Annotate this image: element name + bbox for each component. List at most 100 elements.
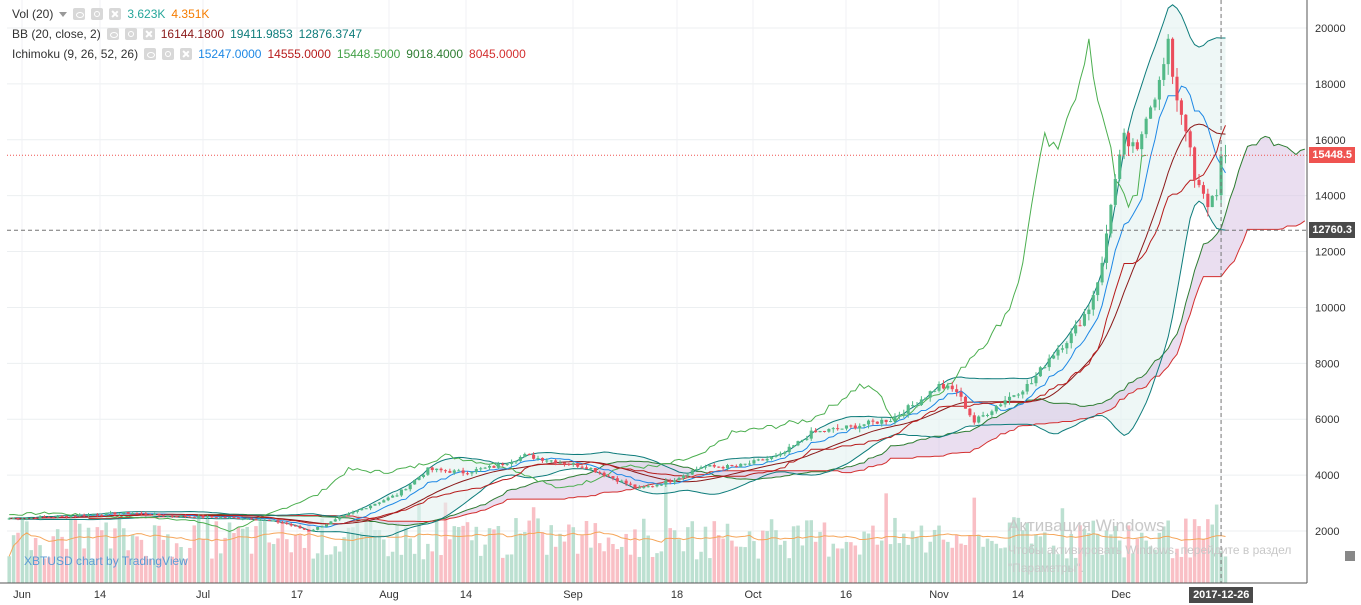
- candle-body: [298, 526, 302, 529]
- volume-bar: [721, 538, 725, 583]
- candle-body: [977, 416, 981, 423]
- candle-body: [1038, 367, 1042, 377]
- volume-bar: [1162, 526, 1166, 583]
- candle-body: [443, 470, 448, 472]
- candle-body: [915, 404, 919, 406]
- volume-bar: [998, 548, 1003, 583]
- candle-body: [100, 515, 104, 517]
- close-icon[interactable]: [180, 48, 193, 60]
- candle-body: [86, 514, 91, 516]
- volume-bar: [51, 536, 56, 583]
- gear-icon[interactable]: [124, 28, 137, 40]
- volume-bar: [527, 520, 531, 583]
- volume-bar: [307, 523, 311, 583]
- volume-bar: [642, 518, 646, 583]
- volume-bar: [928, 541, 932, 583]
- candle-body: [1047, 358, 1051, 368]
- volume-bar: [875, 544, 880, 583]
- candle-body: [12, 518, 16, 520]
- volume-bar: [523, 531, 527, 583]
- legend-ichimoku-lead-b: 8045.0000: [469, 47, 526, 61]
- candle-body: [1012, 395, 1016, 397]
- volume-bar: [148, 558, 152, 583]
- gear-icon[interactable]: [162, 48, 175, 60]
- candle-body: [426, 467, 430, 475]
- candle-body: [1162, 64, 1166, 80]
- candle-body: [1153, 99, 1157, 108]
- candle-body: [245, 518, 249, 520]
- candle-body: [391, 495, 395, 498]
- volume-bar: [857, 554, 862, 583]
- candle-body: [386, 497, 390, 501]
- volume-bar: [831, 543, 836, 583]
- volume-bar: [417, 500, 421, 583]
- candle-body: [82, 514, 86, 516]
- close-icon[interactable]: [142, 28, 155, 40]
- candle-body: [1188, 131, 1192, 148]
- volume-bar: [1104, 530, 1109, 583]
- volume-bar: [496, 526, 501, 583]
- candle-body: [228, 517, 232, 519]
- chevron-down-icon[interactable]: [59, 11, 68, 17]
- volume-bar: [813, 541, 818, 583]
- volume-bar: [47, 557, 51, 583]
- volume-bar: [1214, 504, 1219, 583]
- candle-body: [7, 518, 11, 520]
- candle-body: [373, 503, 377, 506]
- candle-body: [505, 463, 509, 465]
- volume-bar: [1117, 540, 1122, 583]
- candle-body: [166, 515, 170, 517]
- close-icon[interactable]: [109, 8, 122, 20]
- candle-body: [514, 460, 518, 463]
- candle-body: [170, 515, 174, 517]
- volume-bar: [593, 523, 598, 583]
- volume-bar: [765, 531, 769, 583]
- volume-bar: [108, 548, 113, 583]
- volume-bar: [778, 544, 783, 583]
- candle-body: [739, 463, 743, 467]
- lock-icon[interactable]: [1345, 551, 1355, 561]
- volume-bar: [179, 546, 183, 583]
- eye-icon[interactable]: [106, 28, 119, 40]
- volume-bar: [791, 526, 796, 583]
- time-tick-label: 18: [671, 589, 683, 601]
- candle-body: [1179, 100, 1183, 115]
- candle-body: [1197, 180, 1201, 186]
- volume-bar: [1065, 558, 1069, 583]
- candle-body: [858, 425, 862, 429]
- volume-bar: [1153, 549, 1157, 583]
- candle-body: [25, 518, 29, 520]
- volume-bar: [311, 558, 316, 583]
- candle-body: [1193, 147, 1197, 181]
- price-tick-label: 4000: [1315, 470, 1339, 482]
- eye-icon[interactable]: [73, 8, 86, 20]
- volume-bar: [968, 535, 972, 583]
- candle-body: [664, 480, 668, 485]
- candle-body: [527, 454, 531, 456]
- eye-icon[interactable]: [144, 48, 157, 60]
- volume-bar: [681, 551, 686, 583]
- gear-icon[interactable]: [91, 8, 104, 20]
- volume-bar: [677, 539, 681, 583]
- candle-body: [144, 513, 148, 515]
- candle-body: [122, 512, 126, 514]
- candle-body: [646, 486, 650, 488]
- candle-body: [752, 460, 756, 464]
- candle-body: [955, 389, 959, 392]
- cursor-date-label: 2017-12-26: [1189, 587, 1254, 603]
- volume-bar: [708, 558, 712, 583]
- candle-body: [448, 471, 452, 473]
- volume-bars: [7, 481, 1228, 583]
- volume-bar: [783, 540, 787, 583]
- candle-body: [576, 463, 580, 467]
- candle-body: [690, 470, 694, 475]
- tradingview-watermark[interactable]: XBTUSD chart by TradingView: [24, 554, 188, 568]
- candle-body: [510, 462, 514, 464]
- candle-body: [730, 465, 734, 467]
- cursor-price-label: 12760.3: [1309, 222, 1355, 239]
- candle-body: [897, 414, 901, 417]
- volume-bar: [1210, 524, 1215, 583]
- volume-bar: [478, 555, 483, 583]
